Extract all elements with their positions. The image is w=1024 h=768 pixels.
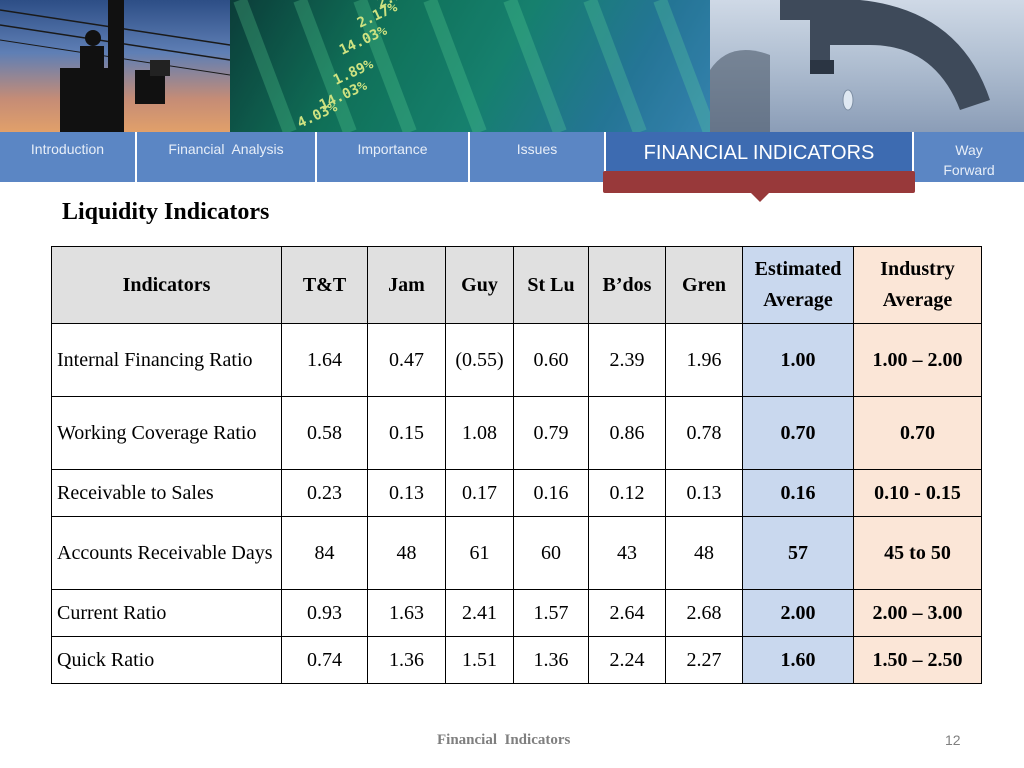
column-header: Indicators [51, 246, 282, 324]
nav-item-way-forward[interactable]: Way Forward [914, 132, 1024, 182]
table-cell: 0.58 [281, 396, 368, 470]
table-cell: 0.12 [588, 469, 666, 517]
header-banner: 2.17% 14.03% 1.89% 14.03% 4.03% 2.13% [0, 0, 1024, 132]
active-tab-arrow-icon [750, 192, 770, 202]
table-cell: 0.23 [281, 469, 368, 517]
table-row: Quick Ratio 0.74 1.36 1.51 1.36 2.24 2.2… [51, 636, 982, 684]
nav-item-introduction[interactable]: Introduction [0, 132, 137, 182]
table-cell: 2.68 [665, 589, 743, 637]
table-cell: 60 [513, 516, 589, 590]
table-cell: 0.13 [665, 469, 743, 517]
column-header-estimated-average: Estimated Average [742, 246, 854, 324]
nav-item-label: Introduction [30, 141, 105, 157]
header-line: Average [763, 289, 833, 311]
table-cell: 43 [588, 516, 666, 590]
nav-item-label-line2: Forward [943, 162, 995, 178]
table-cell: 0.13 [367, 469, 446, 517]
estimated-average-cell: 0.16 [742, 469, 854, 517]
table-cell: 1.96 [665, 323, 743, 397]
table-cell: 0.93 [281, 589, 368, 637]
faucet-photo [710, 0, 1024, 132]
industry-average-cell: 45 to 50 [853, 516, 982, 590]
nav-item-issues[interactable]: Issues [470, 132, 606, 182]
table-cell: 0.47 [367, 323, 446, 397]
table-cell: 1.08 [445, 396, 514, 470]
header-line: Average [882, 289, 953, 311]
stock-ticker-photo: 2.17% 14.03% 1.89% 14.03% 4.03% 2.13% [230, 0, 710, 132]
nav-item-financial-analysis[interactable]: Financial Analysis [137, 132, 317, 182]
header-line: Estimated [754, 258, 842, 280]
table-cell: 0.79 [513, 396, 589, 470]
row-label: Quick Ratio [51, 636, 282, 684]
table-cell: 0.86 [588, 396, 666, 470]
active-tab-marker [603, 171, 915, 193]
table-cell: 2.41 [445, 589, 514, 637]
table-cell: 0.15 [367, 396, 446, 470]
industry-average-cell: 1.00 – 2.00 [853, 323, 982, 397]
table-cell: 1.57 [513, 589, 589, 637]
nav-item-label: FINANCIAL INDICATORS [643, 142, 875, 164]
table-cell: 1.51 [445, 636, 514, 684]
table-cell: 2.24 [588, 636, 666, 684]
column-header: Gren [665, 246, 743, 324]
table-row: Internal Financing Ratio 1.64 0.47 (0.55… [51, 323, 982, 397]
table-cell: 0.60 [513, 323, 589, 397]
table-cell: 2.27 [665, 636, 743, 684]
table-cell: 2.39 [588, 323, 666, 397]
table-cell: 1.64 [281, 323, 368, 397]
table-cell: 48 [665, 516, 743, 590]
table-row: Current Ratio 0.93 1.63 2.41 1.57 2.64 2… [51, 589, 982, 637]
table-cell: 1.36 [367, 636, 446, 684]
row-label: Internal Financing Ratio [51, 323, 282, 397]
liquidity-table: Indicators T&T Jam Guy St Lu B’dos Gren … [51, 246, 982, 684]
estimated-average-cell: 2.00 [742, 589, 854, 637]
table-cell: 0.78 [665, 396, 743, 470]
column-header: St Lu [513, 246, 589, 324]
nav-item-label: Financial Analysis [168, 141, 284, 157]
lineman-photo [0, 0, 230, 132]
column-header: T&T [281, 246, 368, 324]
table-cell: 61 [445, 516, 514, 590]
row-label: Working Coverage Ratio [51, 396, 282, 470]
table-cell: (0.55) [445, 323, 514, 397]
estimated-average-cell: 57 [742, 516, 854, 590]
table-cell: 0.16 [513, 469, 589, 517]
table-row: Receivable to Sales 0.23 0.13 0.17 0.16 … [51, 469, 982, 517]
nav-item-label-line1: Way [955, 142, 983, 158]
column-header: Jam [367, 246, 446, 324]
table-row: Working Coverage Ratio 0.58 0.15 1.08 0.… [51, 396, 982, 470]
industry-average-cell: 2.00 – 3.00 [853, 589, 982, 637]
industry-average-cell: 0.70 [853, 396, 982, 470]
column-header-industry-average: Industry Average [853, 246, 982, 324]
nav-item-label: Importance [357, 141, 428, 157]
table-cell: 2.64 [588, 589, 666, 637]
row-label: Accounts Receivable Days [51, 516, 282, 590]
slide-number: 12 [945, 732, 961, 748]
table-cell: 84 [281, 516, 368, 590]
table-cell: 0.17 [445, 469, 514, 517]
industry-average-cell: 1.50 – 2.50 [853, 636, 982, 684]
page-title: Liquidity Indicators [62, 199, 270, 225]
row-label: Receivable to Sales [51, 469, 282, 517]
nav-bar: Introduction Financial Analysis Importan… [0, 132, 1024, 182]
estimated-average-cell: 1.00 [742, 323, 854, 397]
nav-item-label: Issues [516, 141, 558, 157]
table-row: Accounts Receivable Days 84 48 61 60 43 … [51, 516, 982, 590]
estimated-average-cell: 1.60 [742, 636, 854, 684]
column-header: B’dos [588, 246, 666, 324]
column-header: Guy [445, 246, 514, 324]
table-cell: 48 [367, 516, 446, 590]
industry-average-cell: 0.10 - 0.15 [853, 469, 982, 517]
table-cell: 1.63 [367, 589, 446, 637]
table-cell: 1.36 [513, 636, 589, 684]
header-line: Industry [880, 258, 955, 280]
nav-item-importance[interactable]: Importance [317, 132, 470, 182]
estimated-average-cell: 0.70 [742, 396, 854, 470]
table-cell: 0.74 [281, 636, 368, 684]
table-header-row: Indicators T&T Jam Guy St Lu B’dos Gren … [51, 246, 982, 324]
footer-title: Financial Indicators [437, 732, 571, 748]
row-label: Current Ratio [51, 589, 282, 637]
